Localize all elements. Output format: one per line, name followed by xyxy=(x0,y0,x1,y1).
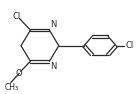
Text: CH₃: CH₃ xyxy=(4,83,19,92)
Text: Cl: Cl xyxy=(12,12,21,21)
Text: N: N xyxy=(50,20,57,29)
Text: Cl: Cl xyxy=(126,41,134,50)
Text: N: N xyxy=(50,62,57,71)
Text: O: O xyxy=(16,69,23,78)
